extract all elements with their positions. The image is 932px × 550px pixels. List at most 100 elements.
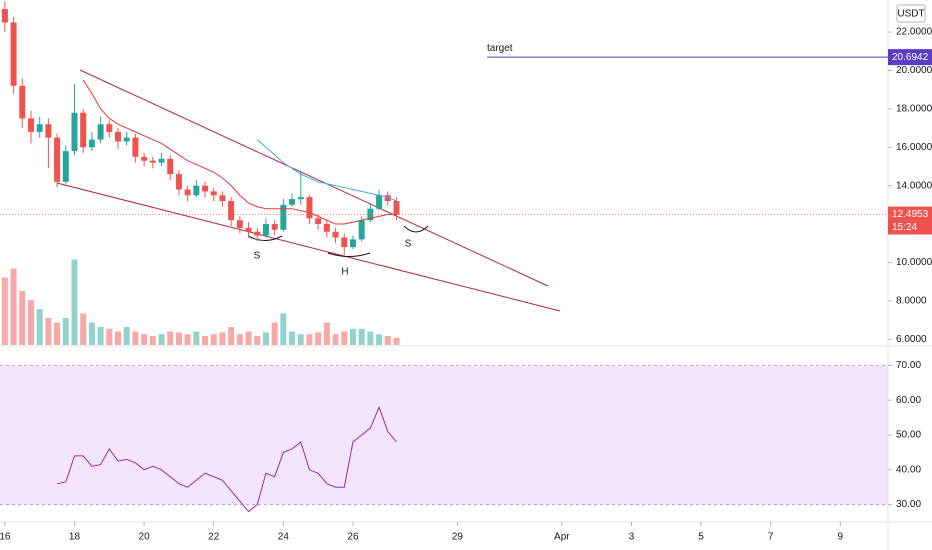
countdown: 15:24 [892,222,917,233]
annotation: S [254,251,261,262]
currency[interactable]: USDT [897,9,924,20]
volume-bar [88,322,95,345]
candle-body [106,124,113,132]
candle-body [45,124,52,138]
candle-body [175,174,182,190]
candle-body [393,201,400,215]
candle-body [262,224,269,236]
y-tick-label: 8.0000 [896,295,927,306]
annotation: S [405,239,412,250]
y-tick-label: 14.0000 [896,180,932,191]
x-tick-label: 18 [69,532,81,543]
candle-body [280,204,287,230]
candle-body [54,137,61,182]
candle-body [184,189,191,196]
x-tick-label: 5 [698,532,704,543]
y-tick-label: 60.00 [896,395,921,406]
volume-bar [106,328,113,345]
candle-body [19,85,26,119]
volume-bar [384,336,391,345]
volume-bar [36,309,43,345]
volume-bar [271,322,278,345]
volume-bar [228,327,235,345]
volume-bar [245,331,252,345]
candle-body [141,156,148,161]
target-label: target [487,43,513,54]
rsi-line [56,405,397,513]
rsi-band [0,365,888,505]
volume-bar [71,259,78,345]
bracket [327,252,371,257]
candle-body [254,231,261,236]
volume-bar [80,313,87,345]
volume-bar [149,336,156,345]
x-tick-label: 9 [838,532,844,543]
volume-bar [19,291,26,345]
volume-bar [184,334,191,345]
candle-body [376,195,383,209]
y-tick-label: 20.0000 [896,65,932,76]
bracket [247,235,283,241]
volume-bar [367,331,374,345]
x-tick-label: Apr [554,532,570,543]
candle-body [167,158,174,175]
y-tick-label: 6.0000 [896,334,927,345]
volume-bar [202,336,209,345]
volume-bar [315,332,322,345]
candle-body [349,239,356,248]
volume-bar [45,318,52,345]
volume-bar [175,332,182,345]
x-tick-label: 29 [452,532,464,543]
candle-body [384,195,391,202]
candle-body [149,160,156,163]
candle-body [341,237,348,248]
volume-bar [115,331,122,345]
y-tick-label: 18.0000 [896,103,932,114]
volume-bar [289,331,296,345]
volume-bar [54,322,61,345]
x-tick-label: 26 [347,532,359,543]
candle-body [158,158,165,163]
moving-average [256,139,397,202]
candle-body [306,197,313,219]
x-tick-label: 7 [768,532,774,543]
volume-bar [262,332,269,345]
currency-box[interactable] [896,4,926,23]
volume-bar [306,334,313,345]
volume-bar [280,313,287,345]
candle-body [219,195,226,202]
volume-bar [10,268,17,345]
volume-bar [358,328,365,345]
candle-body [80,112,87,148]
target-price: 20.6942 [892,52,929,63]
candle-body [358,220,365,240]
candle-body [323,224,330,232]
volume-bar [193,331,200,345]
candle-body [88,139,95,148]
volume-bar [219,332,226,345]
volume-bar [297,334,304,345]
volume-bar [132,331,139,345]
volume-bar [1,277,8,345]
volume-bar [254,336,261,345]
y-tick-label: 22.0000 [896,27,932,38]
candle-body [36,124,43,132]
volume-bar [349,328,356,345]
y-tick-label: 50.00 [896,430,921,441]
volume-bar [123,327,130,345]
candle-body [228,201,235,221]
candle-body [297,197,304,200]
y-tick-label: 16.0000 [896,142,932,153]
x-tick-label: 3 [629,532,635,543]
candle-body [202,185,209,192]
candle-body [71,112,78,152]
candle-body [236,220,243,228]
volume-bar [341,331,348,345]
candle-body [62,151,69,182]
candle-body [1,9,8,23]
candle-body [193,185,200,196]
bracket [403,225,429,233]
candle-body [10,22,17,86]
volume-bar [393,337,400,345]
volume-bar [210,334,217,345]
